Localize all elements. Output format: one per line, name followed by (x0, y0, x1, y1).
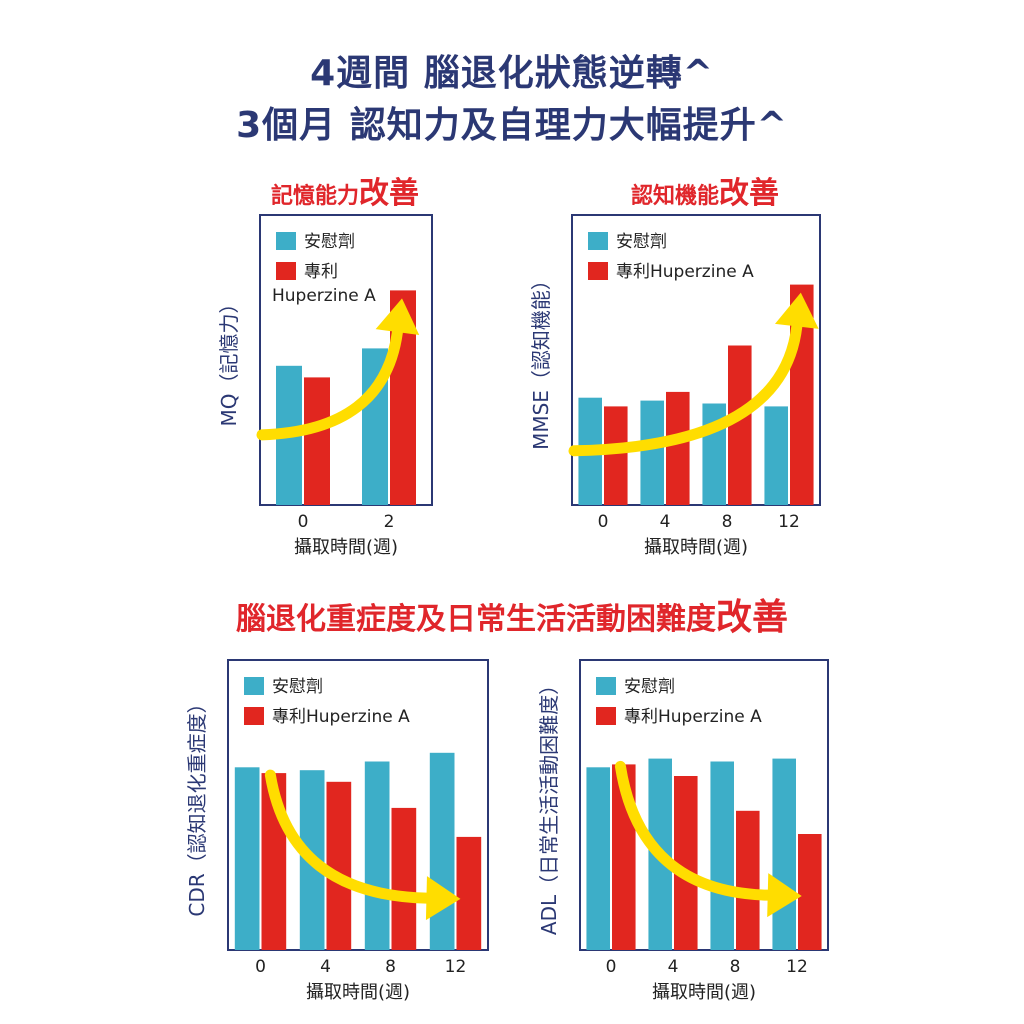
x-tick-label: 8 (385, 957, 396, 977)
legend-label-1: 專利Huperzine A (272, 707, 410, 727)
y-axis-label: ADL（日常生活活動困難度） (537, 675, 561, 935)
placebo-bar-0 (234, 767, 260, 950)
section-title-severity-text: 腦退化重症度及日常生活活動困難度 (235, 602, 716, 637)
huperzine-bar-4 (326, 781, 352, 950)
section-title-memory-text: 記憶能力 (270, 184, 359, 209)
section-title-severity-emphasis: 改善 (715, 597, 788, 638)
plot-frame (227, 659, 489, 951)
x-tick-label: 0 (255, 957, 266, 977)
x-tick-label: 4 (660, 512, 671, 532)
x-tick-label: 4 (668, 957, 679, 977)
huperzine-bar-4 (674, 776, 698, 950)
section-title-cognition-text: 認知機能 (630, 184, 719, 209)
section-title-memory-emphasis: 改善 (359, 176, 419, 211)
x-tick-label: 12 (786, 957, 808, 977)
huperzine-bar-4 (666, 391, 690, 505)
placebo-bar-8 (710, 761, 734, 950)
huperzine-bar-8 (391, 807, 417, 950)
plot-frame (571, 214, 821, 506)
legend-swatch-1 (596, 707, 616, 725)
trend-arrow-shaft (264, 769, 432, 904)
legend-swatch-1 (588, 262, 608, 280)
trend-arrow-head (767, 873, 802, 918)
placebo-bar-4 (640, 400, 664, 505)
section-title-cognition-emphasis: 改善 (719, 176, 779, 211)
legend-swatch-1 (244, 707, 264, 725)
huperzine-bar-0 (304, 377, 330, 505)
x-axis-label: 攝取時間(週) (294, 537, 398, 558)
trend-arrow-shaft (256, 326, 403, 441)
huperzine-bar-8 (736, 810, 760, 950)
y-axis-label: MQ（記憶力） (217, 294, 241, 427)
headline-line-2: 3個月 認知力及自理力大幅提升^ (236, 105, 788, 146)
legend-label-0: 安慰劑 (624, 677, 675, 697)
placebo-bar-0 (586, 767, 610, 950)
legend-swatch-0 (244, 677, 264, 695)
x-tick-label: 4 (320, 957, 331, 977)
legend-label-1: 專利Huperzine A (616, 262, 754, 282)
x-tick-label: 8 (722, 512, 733, 532)
huperzine-bar-8 (728, 345, 752, 505)
trend-arrow-head (774, 292, 819, 329)
x-tick-label: 2 (384, 512, 395, 532)
trend-arrow-shaft (614, 760, 774, 901)
huperzine-bar-12 (456, 836, 482, 950)
x-axis-label: 攝取時間(週) (644, 537, 748, 558)
x-tick-label: 12 (445, 957, 467, 977)
x-tick-label: 0 (298, 512, 309, 532)
placebo-bar-12 (429, 752, 455, 950)
x-axis-label: 攝取時間(週) (306, 982, 410, 1003)
trend-arrow-head (375, 298, 420, 336)
y-axis-label: MMSE（認知機能） (529, 270, 553, 450)
headline-line-1: 4週間 腦退化狀態逆轉^ (310, 53, 714, 94)
plot-frame (259, 214, 433, 506)
plot-frame (579, 659, 829, 951)
legend-swatch-0 (276, 232, 296, 250)
x-tick-label: 12 (778, 512, 800, 532)
trend-arrow-shaft (568, 320, 803, 457)
trend-arrow-head (425, 876, 461, 921)
section-title-memory: 記憶能力改善 (240, 168, 450, 212)
placebo-bar-12 (772, 758, 796, 950)
y-axis-label: CDR（認知退化重症度） (185, 693, 209, 916)
legend-swatch-0 (588, 232, 608, 250)
placebo-bar-8 (364, 761, 390, 950)
legend-label-0: 安慰劑 (304, 232, 355, 252)
legend-swatch-1 (276, 262, 296, 280)
x-tick-label: 0 (606, 957, 617, 977)
legend-label-0: 安慰劑 (272, 677, 323, 697)
x-tick-label: 0 (598, 512, 609, 532)
x-tick-label: 8 (730, 957, 741, 977)
huperzine-bar-12 (798, 834, 822, 950)
legend-label-1: 專利Huperzine A (624, 707, 762, 727)
section-title-severity: 腦退化重症度及日常生活活動困難度改善 (0, 588, 1024, 640)
legend-label-0: 安慰劑 (616, 232, 667, 252)
legend-swatch-0 (596, 677, 616, 695)
placebo-bar-12 (764, 406, 788, 505)
huperzine-bar-0 (604, 406, 628, 505)
section-title-cognition: 認知機能改善 (600, 168, 810, 212)
x-axis-label: 攝取時間(週) (652, 982, 756, 1003)
